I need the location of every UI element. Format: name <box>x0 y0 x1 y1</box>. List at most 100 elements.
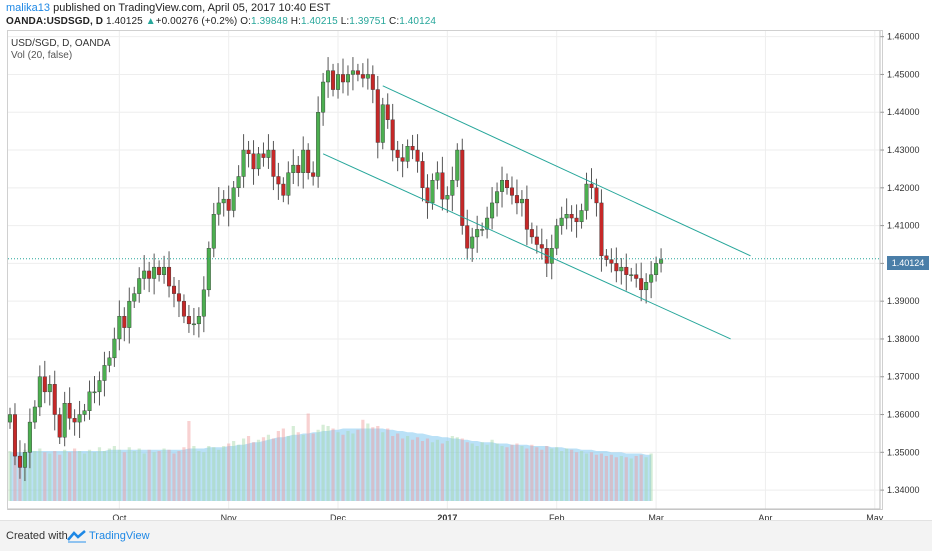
candle-body <box>639 278 644 291</box>
volume-bar <box>336 432 340 501</box>
candle-body <box>350 70 355 75</box>
volume-bar <box>649 453 653 501</box>
volume-bar <box>470 443 474 501</box>
low-label: L: <box>340 16 350 27</box>
y-tick-label: 1.35000 <box>887 447 920 457</box>
volume-bar <box>341 434 345 501</box>
volume-bar <box>629 458 633 501</box>
author-link[interactable]: malika13 <box>6 2 51 14</box>
high-value: 1.40215 <box>300 16 338 27</box>
candle-body <box>306 149 311 173</box>
published-text: published on TradingView.com, April 05, … <box>53 2 331 14</box>
volume-bar <box>157 451 161 501</box>
y-tick-label: 1.44000 <box>887 107 920 117</box>
candle-body <box>490 202 495 219</box>
candle-body <box>509 187 514 196</box>
candle-body <box>72 418 77 423</box>
candle-body <box>594 187 599 204</box>
candle-body <box>7 414 12 423</box>
candle-body <box>52 384 57 415</box>
y-tick-label: 1.38000 <box>887 334 920 344</box>
volume-bar <box>609 454 613 501</box>
candle-body <box>271 149 276 177</box>
candle-body <box>410 146 415 151</box>
volume-bar <box>202 452 206 501</box>
x-tick-label: Dec <box>330 513 347 520</box>
volume-bar <box>122 452 126 501</box>
volume-bar <box>107 448 111 501</box>
candle-body <box>77 414 82 423</box>
candle-body <box>644 282 649 291</box>
candle-body <box>127 300 132 328</box>
y-tick-label: 1.43000 <box>887 145 920 155</box>
candle-body <box>390 119 395 151</box>
volume-bar <box>420 441 425 501</box>
tradingview-logo-icon[interactable] <box>67 529 87 543</box>
volume-bar <box>545 446 549 501</box>
candle-body <box>137 278 142 294</box>
volume-bar <box>271 438 276 501</box>
volume-bar <box>82 453 87 501</box>
candle-body <box>589 183 594 189</box>
volume-bar <box>465 442 469 501</box>
candle-body <box>112 338 117 359</box>
last-price-tag: 1.40124 <box>887 256 929 270</box>
candle-body <box>37 376 42 408</box>
up-triangle-icon: ▲ <box>145 16 156 27</box>
candle-body <box>12 414 17 457</box>
volume-bar <box>376 426 380 501</box>
volume-bar <box>480 442 484 501</box>
volume-bar <box>87 449 92 501</box>
volume-bar <box>73 448 77 501</box>
volume-bar <box>207 446 211 501</box>
candle-body <box>142 270 147 279</box>
volume-bar <box>97 447 102 501</box>
candle-body <box>301 149 306 173</box>
candle-body <box>266 149 271 158</box>
volume-bar <box>639 454 643 501</box>
volume-bar <box>311 433 315 501</box>
volume-bar <box>460 438 464 501</box>
volume-bar <box>415 437 420 501</box>
volume-bar <box>33 451 37 501</box>
volume-bar <box>391 436 395 501</box>
candle-body <box>475 229 480 238</box>
volume-bar <box>112 446 116 501</box>
change-value: +0.00276 (+0.2%) <box>155 16 238 27</box>
candle-body <box>276 176 281 185</box>
volume-bar <box>222 446 226 501</box>
volume-bar <box>594 454 599 501</box>
candle-body <box>186 316 191 325</box>
volume-ma-area <box>10 428 652 501</box>
volume-bar <box>634 456 638 501</box>
candle-body <box>87 391 92 411</box>
candle-body <box>152 266 157 279</box>
candle-body <box>654 263 659 275</box>
volume-bar <box>589 452 594 501</box>
volume-bar <box>127 447 131 501</box>
candle-body <box>495 191 500 204</box>
candle-body <box>22 452 27 468</box>
candle-body <box>629 274 634 276</box>
candle-body <box>172 285 177 294</box>
candle-body <box>554 225 559 249</box>
volume-bar <box>386 428 390 501</box>
candle-body <box>67 402 72 419</box>
tradingview-link[interactable]: TradingView <box>89 530 150 542</box>
high-label: H: <box>290 16 301 27</box>
footer-bar: Created with TradingView <box>0 520 932 551</box>
candle-body <box>619 266 624 272</box>
candle-body <box>385 104 390 120</box>
candle-body <box>579 210 584 223</box>
x-tick-label: Apr <box>758 513 772 520</box>
price-chart[interactable]: 1.46000 1.45000 1.44000 1.43000 1.42000 1.410… <box>0 0 932 520</box>
volume-bar <box>624 457 628 501</box>
channel-lower-line <box>322 153 731 340</box>
candle-body <box>345 74 350 83</box>
volume-bar <box>162 448 166 501</box>
volume-bar <box>560 451 564 501</box>
volume-bar <box>485 444 489 501</box>
candle-body <box>599 202 604 257</box>
candle-body <box>107 357 112 366</box>
candle-body <box>539 244 544 249</box>
